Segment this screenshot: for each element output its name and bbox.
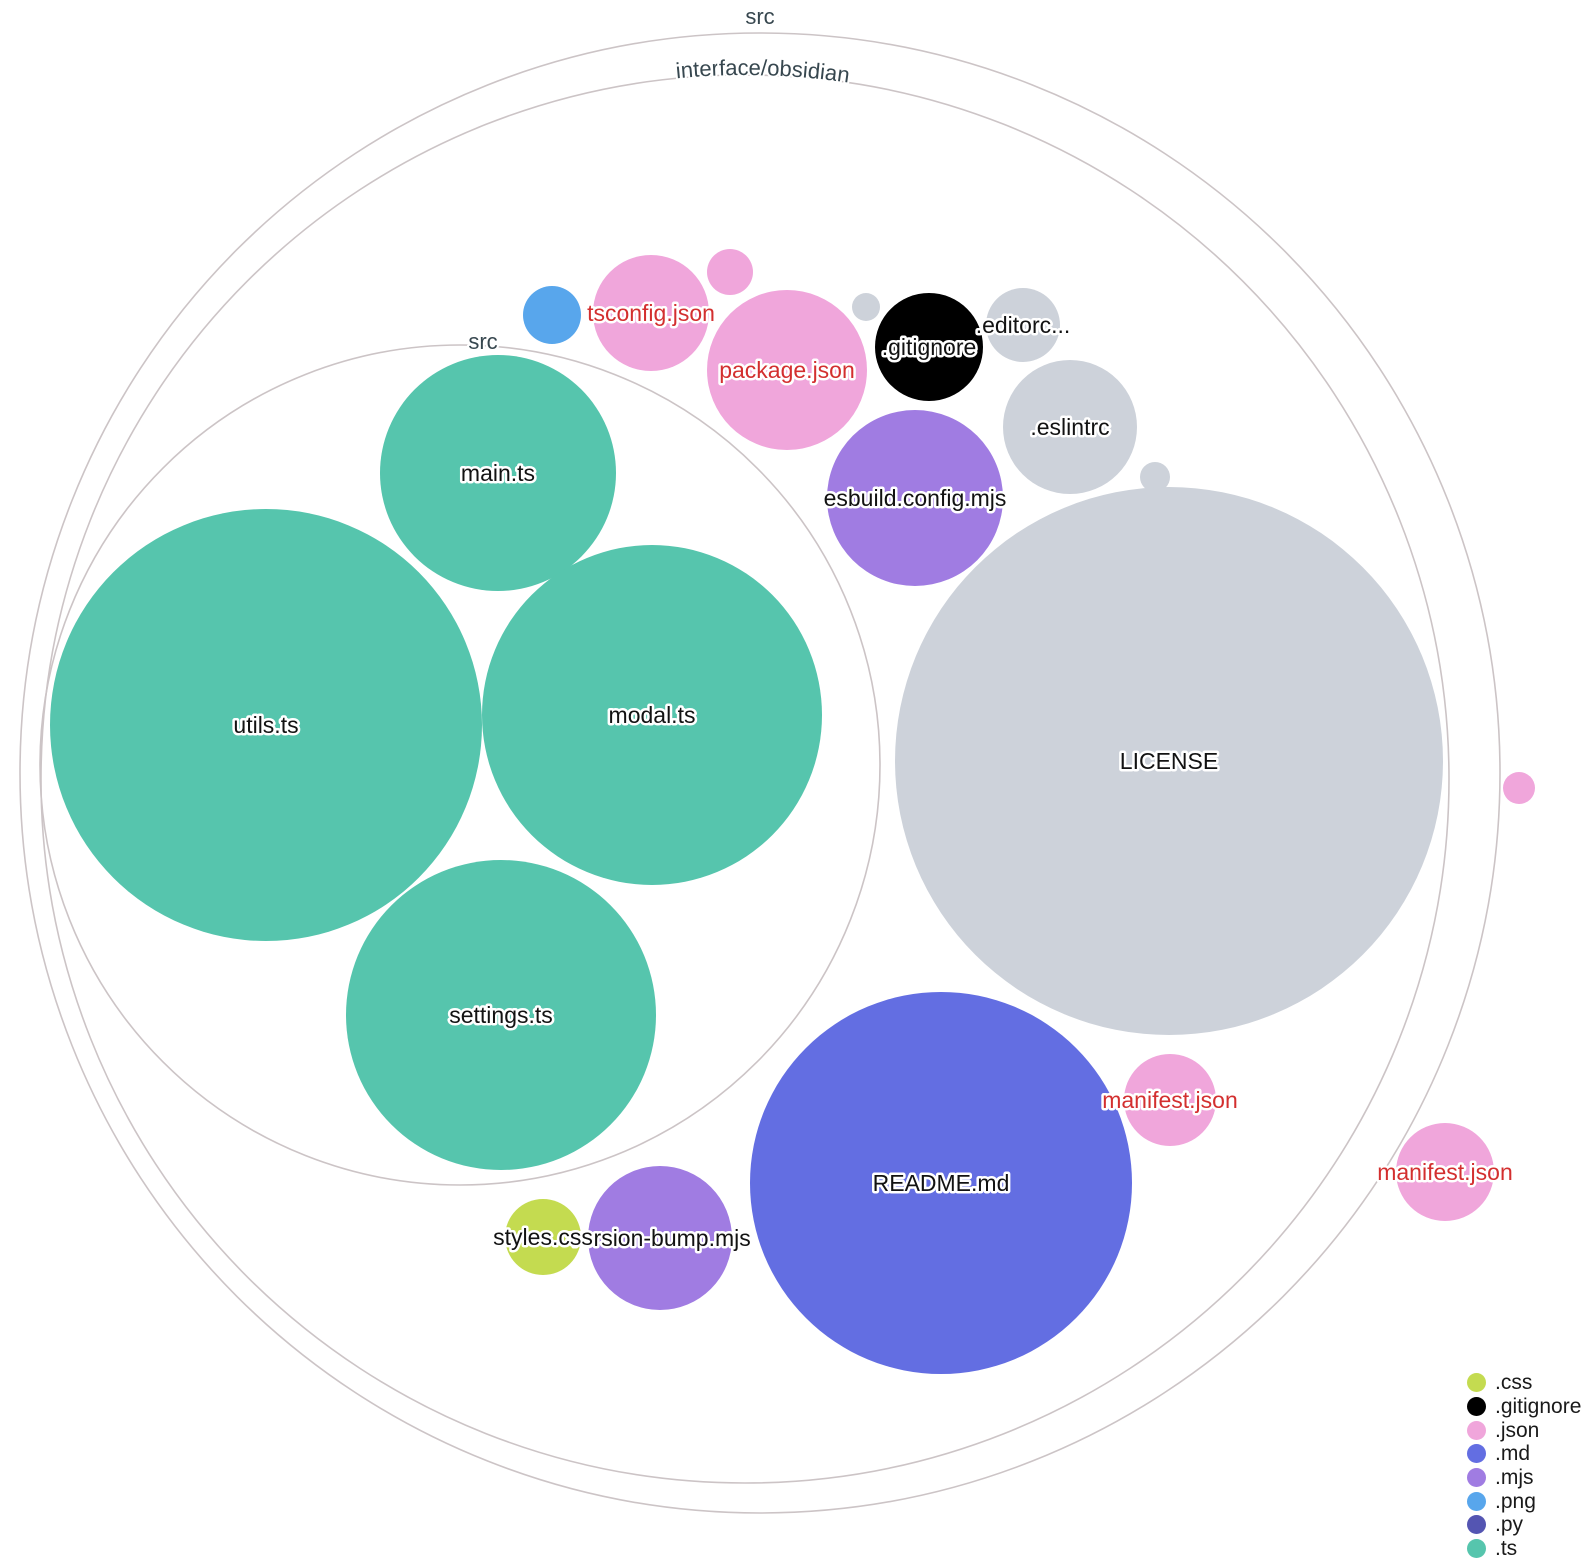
- directory-circle-src: [39, 344, 881, 1186]
- outer-src-directory-label: src: [745, 4, 774, 29]
- legend-item-py: .py: [1467, 1513, 1581, 1537]
- legend-dot-md: [1467, 1444, 1486, 1464]
- file-circle-main-ts[interactable]: [380, 355, 616, 591]
- file-circle-unnamed[interactable]: [852, 293, 880, 321]
- legend-item-ts: .ts: [1467, 1537, 1581, 1561]
- file-circle-settings-ts[interactable]: [346, 860, 656, 1170]
- legend-label-css: .css: [1495, 1371, 1533, 1395]
- file-circle-version-bump-mjs[interactable]: [588, 1166, 732, 1310]
- file-circle-modal-ts[interactable]: [482, 545, 822, 885]
- legend-dot-py: [1467, 1515, 1486, 1535]
- file-circle-license[interactable]: [895, 487, 1443, 1035]
- extension-legend: .css .gitignore .json .md .mjs .png .py: [1467, 1371, 1581, 1561]
- file-circle-esbuild-config-mjs[interactable]: [827, 410, 1003, 586]
- directory-circles: [19, 32, 1501, 1514]
- legend-dot-png: [1467, 1491, 1486, 1511]
- file-circle-tsconfig-json[interactable]: [593, 255, 709, 371]
- legend-label-ts: .ts: [1495, 1537, 1518, 1561]
- file-circle-readme-md[interactable]: [750, 992, 1132, 1374]
- file-circle-manifest-json[interactable]: [1124, 1054, 1216, 1146]
- legend-dot-css: [1467, 1373, 1486, 1393]
- file-circle-png[interactable]: [523, 286, 581, 344]
- file-circle-gitignore[interactable]: [875, 293, 983, 401]
- file-circles: [50, 249, 1535, 1374]
- legend-label-json: .json: [1495, 1418, 1540, 1442]
- legend-item-css: .css: [1467, 1371, 1581, 1395]
- legend-label-png: .png: [1495, 1489, 1536, 1513]
- legend-dot-ts: [1467, 1539, 1486, 1559]
- legend-dot-mjs: [1467, 1468, 1486, 1488]
- file-circle-package-json[interactable]: [707, 290, 867, 450]
- directory-circle-src: [19, 32, 1501, 1514]
- interface-obsidian-directory-label: interface/obsidian: [675, 55, 852, 88]
- file-circle-styles-css[interactable]: [505, 1199, 581, 1275]
- legend-item-json: .json: [1467, 1418, 1581, 1442]
- legend-item-gitignore: .gitignore: [1467, 1395, 1581, 1419]
- inner-src-directory-label: src: [468, 329, 497, 354]
- legend-item-md: .md: [1467, 1442, 1581, 1466]
- legend-label-py: .py: [1495, 1513, 1524, 1537]
- legend-label-mjs: .mjs: [1495, 1466, 1534, 1490]
- interface-obsidian-directory-label-text: interface/obsidian: [673, 53, 854, 90]
- file-circle-json[interactable]: [707, 249, 753, 295]
- file-circle-eslintrc[interactable]: [1003, 360, 1137, 494]
- legend-label-gitignore: .gitignore: [1495, 1395, 1582, 1419]
- legend-item-png: .png: [1467, 1489, 1581, 1513]
- file-circle-manifest-json[interactable]: [1396, 1123, 1494, 1221]
- legend-dot-gitignore: [1467, 1397, 1486, 1417]
- file-circle-json[interactable]: [1503, 772, 1535, 804]
- file-circle-unnamed[interactable]: [1140, 462, 1170, 492]
- legend-item-mjs: .mjs: [1467, 1466, 1581, 1490]
- file-circle-editorc[interactable]: [986, 288, 1060, 362]
- file-circle-utils-ts[interactable]: [50, 509, 482, 941]
- legend-label-md: .md: [1495, 1442, 1531, 1466]
- legend-dot-json: [1467, 1420, 1486, 1440]
